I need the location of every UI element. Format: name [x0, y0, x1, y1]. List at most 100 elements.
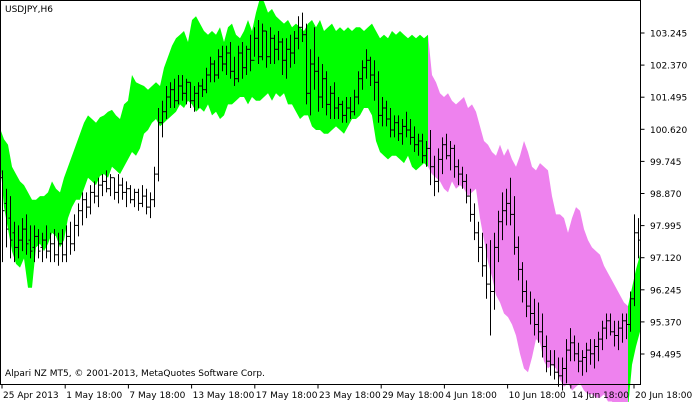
price-bar	[452, 144, 457, 178]
time-axis[interactable]: 25 Apr 2013 1 May 18:00 7 May 18:00 13 May …	[1, 384, 692, 402]
price-bar	[48, 232, 53, 263]
price-bar	[208, 56, 213, 83]
price-bar	[400, 119, 405, 145]
band-segment-down	[428, 34, 628, 406]
price-bar	[440, 137, 445, 175]
price-bar	[40, 232, 45, 263]
price-bar	[308, 49, 313, 116]
price-bar	[36, 229, 41, 259]
price-bar	[16, 225, 21, 259]
price-bar	[320, 64, 325, 108]
price-bar	[416, 133, 421, 156]
price-bar	[148, 192, 153, 219]
price-bar	[572, 335, 577, 362]
price-bar	[632, 214, 637, 307]
price-bar	[188, 81, 193, 108]
price-bar	[564, 339, 569, 384]
price-bar	[500, 192, 505, 241]
price-bar	[220, 45, 225, 72]
price-bar	[448, 141, 453, 171]
price-bar	[376, 71, 381, 123]
price-bar	[4, 188, 9, 248]
price-axis[interactable]: 103.245 102.370 101.495 100.620 99.745 98.870…	[640, 30, 688, 361]
price-bar	[144, 188, 149, 215]
price-bar	[384, 100, 389, 127]
price-bar	[304, 23, 309, 105]
price-bar	[524, 280, 529, 318]
price-bar	[344, 97, 349, 123]
price-bar	[456, 159, 461, 186]
price-bar	[340, 100, 345, 123]
price-bar	[444, 133, 449, 160]
price-bar	[552, 350, 557, 380]
price-bar	[532, 298, 537, 336]
price-tick-label: 96.245	[650, 286, 682, 296]
price-tick-label: 100.620	[650, 126, 687, 136]
price-bar	[464, 174, 469, 204]
price-bar	[8, 196, 13, 259]
price-bar	[60, 229, 65, 263]
price-bar	[184, 78, 189, 105]
price-bar	[380, 97, 385, 127]
price-bar	[24, 214, 29, 255]
price-bar	[100, 174, 105, 197]
time-tick-label: 14 Jun 18:00	[572, 391, 629, 401]
price-bar	[608, 313, 613, 336]
time-tick-label: 1 May 18:00	[66, 391, 122, 401]
price-bar	[168, 82, 173, 108]
price-tick-label: 97.120	[650, 254, 682, 264]
price-bar	[52, 229, 57, 263]
price-bar	[276, 31, 281, 61]
price-bar	[624, 313, 629, 340]
price-bar	[224, 45, 229, 75]
price-bar	[120, 177, 125, 200]
price-bar	[596, 331, 601, 362]
price-bar	[352, 89, 357, 116]
time-tick-label: 13 May 18:00	[193, 391, 255, 401]
price-bar	[396, 115, 401, 141]
price-bar	[236, 45, 241, 83]
time-tick-label: 10 Jun 18:00	[509, 391, 566, 401]
price-bar	[548, 350, 553, 376]
price-bar	[296, 16, 301, 50]
price-bar	[468, 188, 473, 222]
price-bar	[288, 34, 293, 68]
price-bar	[260, 23, 265, 61]
time-tick-label: 4 Jun 18:00	[445, 391, 497, 401]
price-bar	[96, 177, 101, 208]
copyright-text: Alpari NZ MT5, © 2001-2013, MetaQuotes S…	[5, 369, 265, 379]
price-tick-label: 95.370	[650, 318, 682, 328]
price-bar	[368, 56, 373, 86]
price-bar	[616, 320, 621, 351]
time-tick-label: 29 May 18:00	[382, 391, 444, 401]
price-tick-label: 103.245	[650, 30, 687, 40]
price-bar	[436, 148, 441, 193]
price-bar	[628, 291, 633, 332]
time-tick-label: 7 May 18:00	[129, 391, 185, 401]
price-bar	[404, 111, 409, 138]
price-bar	[540, 313, 545, 358]
price-bar	[520, 262, 525, 303]
price-bar	[604, 313, 609, 340]
price-bar	[204, 67, 209, 94]
price-bar	[328, 86, 333, 119]
price-bar	[324, 71, 329, 116]
price-bar	[332, 82, 337, 119]
price-tick-label: 97.995	[650, 222, 682, 232]
price-bar	[128, 185, 133, 204]
price-bar	[432, 155, 437, 197]
price-bar	[228, 42, 233, 79]
price-bar	[496, 210, 501, 263]
price-bar	[124, 181, 129, 208]
price-bar	[256, 20, 261, 64]
price-bar	[504, 188, 509, 226]
price-bar	[580, 350, 585, 376]
price-bar	[476, 221, 481, 263]
price-bar	[356, 71, 361, 105]
price-bar	[484, 243, 489, 299]
price-bar	[364, 49, 369, 79]
price-bar	[12, 221, 17, 263]
price-bar	[512, 196, 517, 255]
